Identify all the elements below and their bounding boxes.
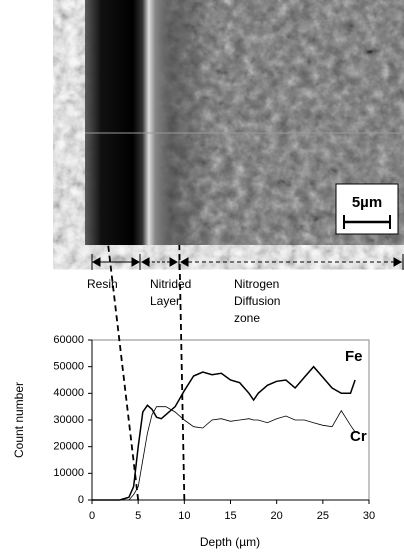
zone-label: Resin [87, 277, 118, 291]
x-tick-label: 30 [363, 510, 375, 522]
zone-label: Nitrogen [234, 277, 279, 291]
zone-label: Nitrided [150, 277, 191, 291]
plot-frame [91, 339, 370, 501]
zone-label: Diffusion [234, 294, 280, 308]
x-tick-label: 25 [317, 510, 329, 522]
zone-label: Layer [150, 294, 180, 308]
y-tick-label: 0 [78, 494, 84, 506]
x-tick-label: 0 [89, 510, 95, 522]
y-tick-label: 20000 [53, 441, 84, 453]
y-axis-label: Count number [12, 382, 26, 458]
x-tick-label: 20 [271, 510, 283, 522]
series-line [92, 365, 356, 501]
y-tick-label: 10000 [53, 467, 84, 479]
zone-boundary [178, 244, 186, 501]
x-tick-label: 15 [224, 510, 236, 522]
x-tick-label: 5 [135, 510, 141, 522]
x-axis-label: Depth (µm) [200, 535, 260, 549]
scale-label: 5µm [352, 194, 382, 211]
series-label: Cr [350, 428, 367, 445]
y-tick-label: 60000 [53, 334, 84, 346]
zone-label: zone [234, 311, 260, 325]
series-label: Fe [345, 348, 363, 365]
y-tick-label: 30000 [53, 414, 84, 426]
y-tick-label: 40000 [53, 387, 84, 399]
series-line [92, 406, 356, 501]
zone-boundary [107, 244, 140, 501]
x-tick-label: 10 [178, 510, 190, 522]
zone-arrows [91, 254, 404, 270]
sem-image: 5µm [85, 0, 404, 245]
y-tick-label: 50000 [53, 361, 84, 373]
